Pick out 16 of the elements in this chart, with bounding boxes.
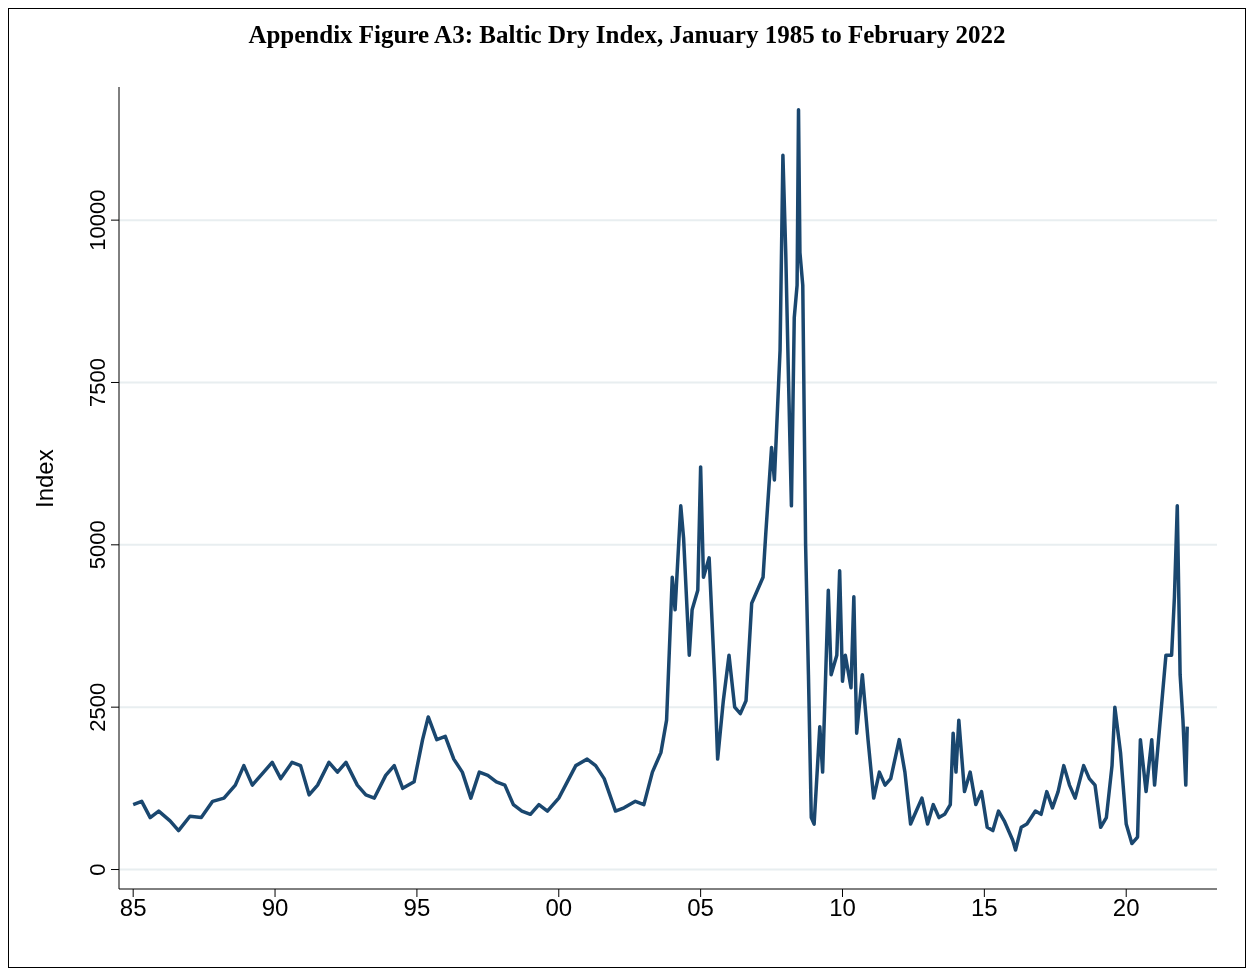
y-tick-label: 0: [85, 863, 110, 876]
x-tick-label: 10: [829, 894, 856, 922]
x-tick-label: 05: [687, 894, 714, 922]
line-series: [131, 107, 1189, 852]
x-tick-label: 00: [545, 894, 573, 922]
x-tick-label: 95: [403, 894, 431, 922]
chart-title: Appendix Figure A3: Baltic Dry Index, January 1985 to February 2022: [247, 21, 1007, 49]
y-tick-label: 2500: [85, 682, 110, 732]
y-tick-label: 10000: [85, 189, 110, 251]
y-axis-title: Index: [30, 449, 58, 508]
y-tick-label: 7500: [85, 358, 110, 407]
x-tick-label: 15: [971, 894, 998, 922]
x-tick-label: 20: [1112, 894, 1140, 922]
y-tick-label: 5000: [85, 520, 110, 570]
x-tick-label: 85: [119, 894, 147, 922]
x-tick-label: 90: [261, 894, 289, 922]
